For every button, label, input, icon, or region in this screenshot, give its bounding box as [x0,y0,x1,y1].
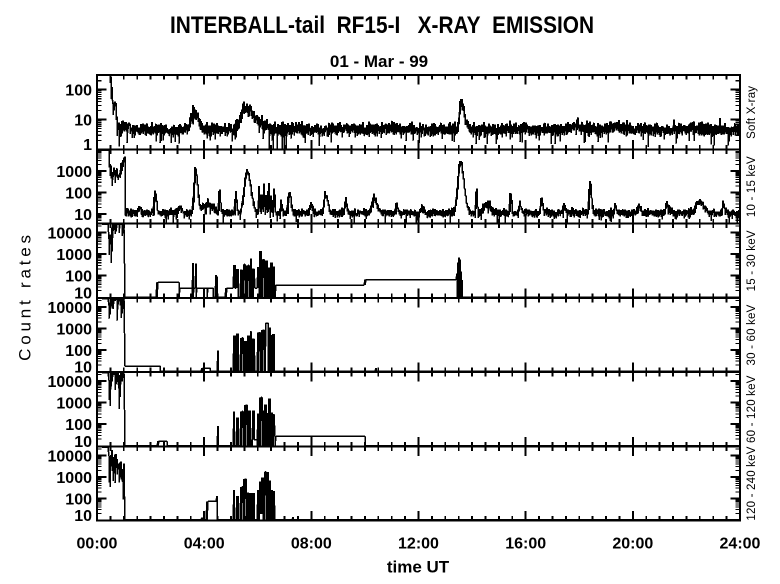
svg-text:Soft X-ray: Soft X-ray [746,86,758,139]
svg-text:16:00: 16:00 [505,536,546,553]
svg-text:1000: 1000 [56,321,92,338]
svg-text:10 - 15 keV: 10 - 15 keV [746,156,758,217]
svg-text:60 - 120 keV: 60 - 120 keV [746,375,758,443]
svg-text:15 - 30 keV: 15 - 30 keV [746,230,758,291]
svg-text:10000: 10000 [48,226,93,243]
svg-text:24:00: 24:00 [720,536,761,553]
svg-text:10000: 10000 [48,374,93,391]
svg-text:12:00: 12:00 [398,536,439,553]
svg-text:1000: 1000 [56,470,92,487]
svg-text:10000: 10000 [48,448,93,465]
svg-text:04:00: 04:00 [184,536,225,553]
svg-text:1: 1 [83,137,92,154]
svg-text:1000: 1000 [56,247,92,264]
svg-text:10: 10 [74,285,92,302]
svg-text:10: 10 [74,434,92,451]
svg-text:30 - 60 keV: 30 - 60 keV [746,304,758,365]
svg-text:10: 10 [74,207,92,224]
svg-text:100: 100 [65,269,92,286]
svg-text:100: 100 [65,343,92,360]
svg-text:01 - Mar - 99: 01 - Mar - 99 [330,52,428,71]
svg-text:20:00: 20:00 [612,536,653,553]
svg-text:10: 10 [74,113,92,130]
svg-text:120 - 240 keV: 120 - 240 keV [746,446,758,520]
svg-text:1000: 1000 [56,396,92,413]
svg-text:10: 10 [74,508,92,525]
svg-text:100: 100 [65,417,92,434]
svg-text:10000: 10000 [48,300,93,317]
svg-text:time UT: time UT [387,558,450,577]
svg-text:100: 100 [65,491,92,508]
svg-text:INTERBALL-tail RF15-I X-RAY: INTERBALL-tail RF15-I X-RAY EMISSION [170,12,594,39]
svg-text:1000: 1000 [56,164,92,181]
svg-text:08:00: 08:00 [291,536,332,553]
svg-text:00:00: 00:00 [77,536,118,553]
svg-text:100: 100 [65,83,92,100]
svg-text:10: 10 [74,360,92,377]
svg-text:100: 100 [65,186,92,203]
svg-text:Count rates: Count rates [16,231,35,361]
